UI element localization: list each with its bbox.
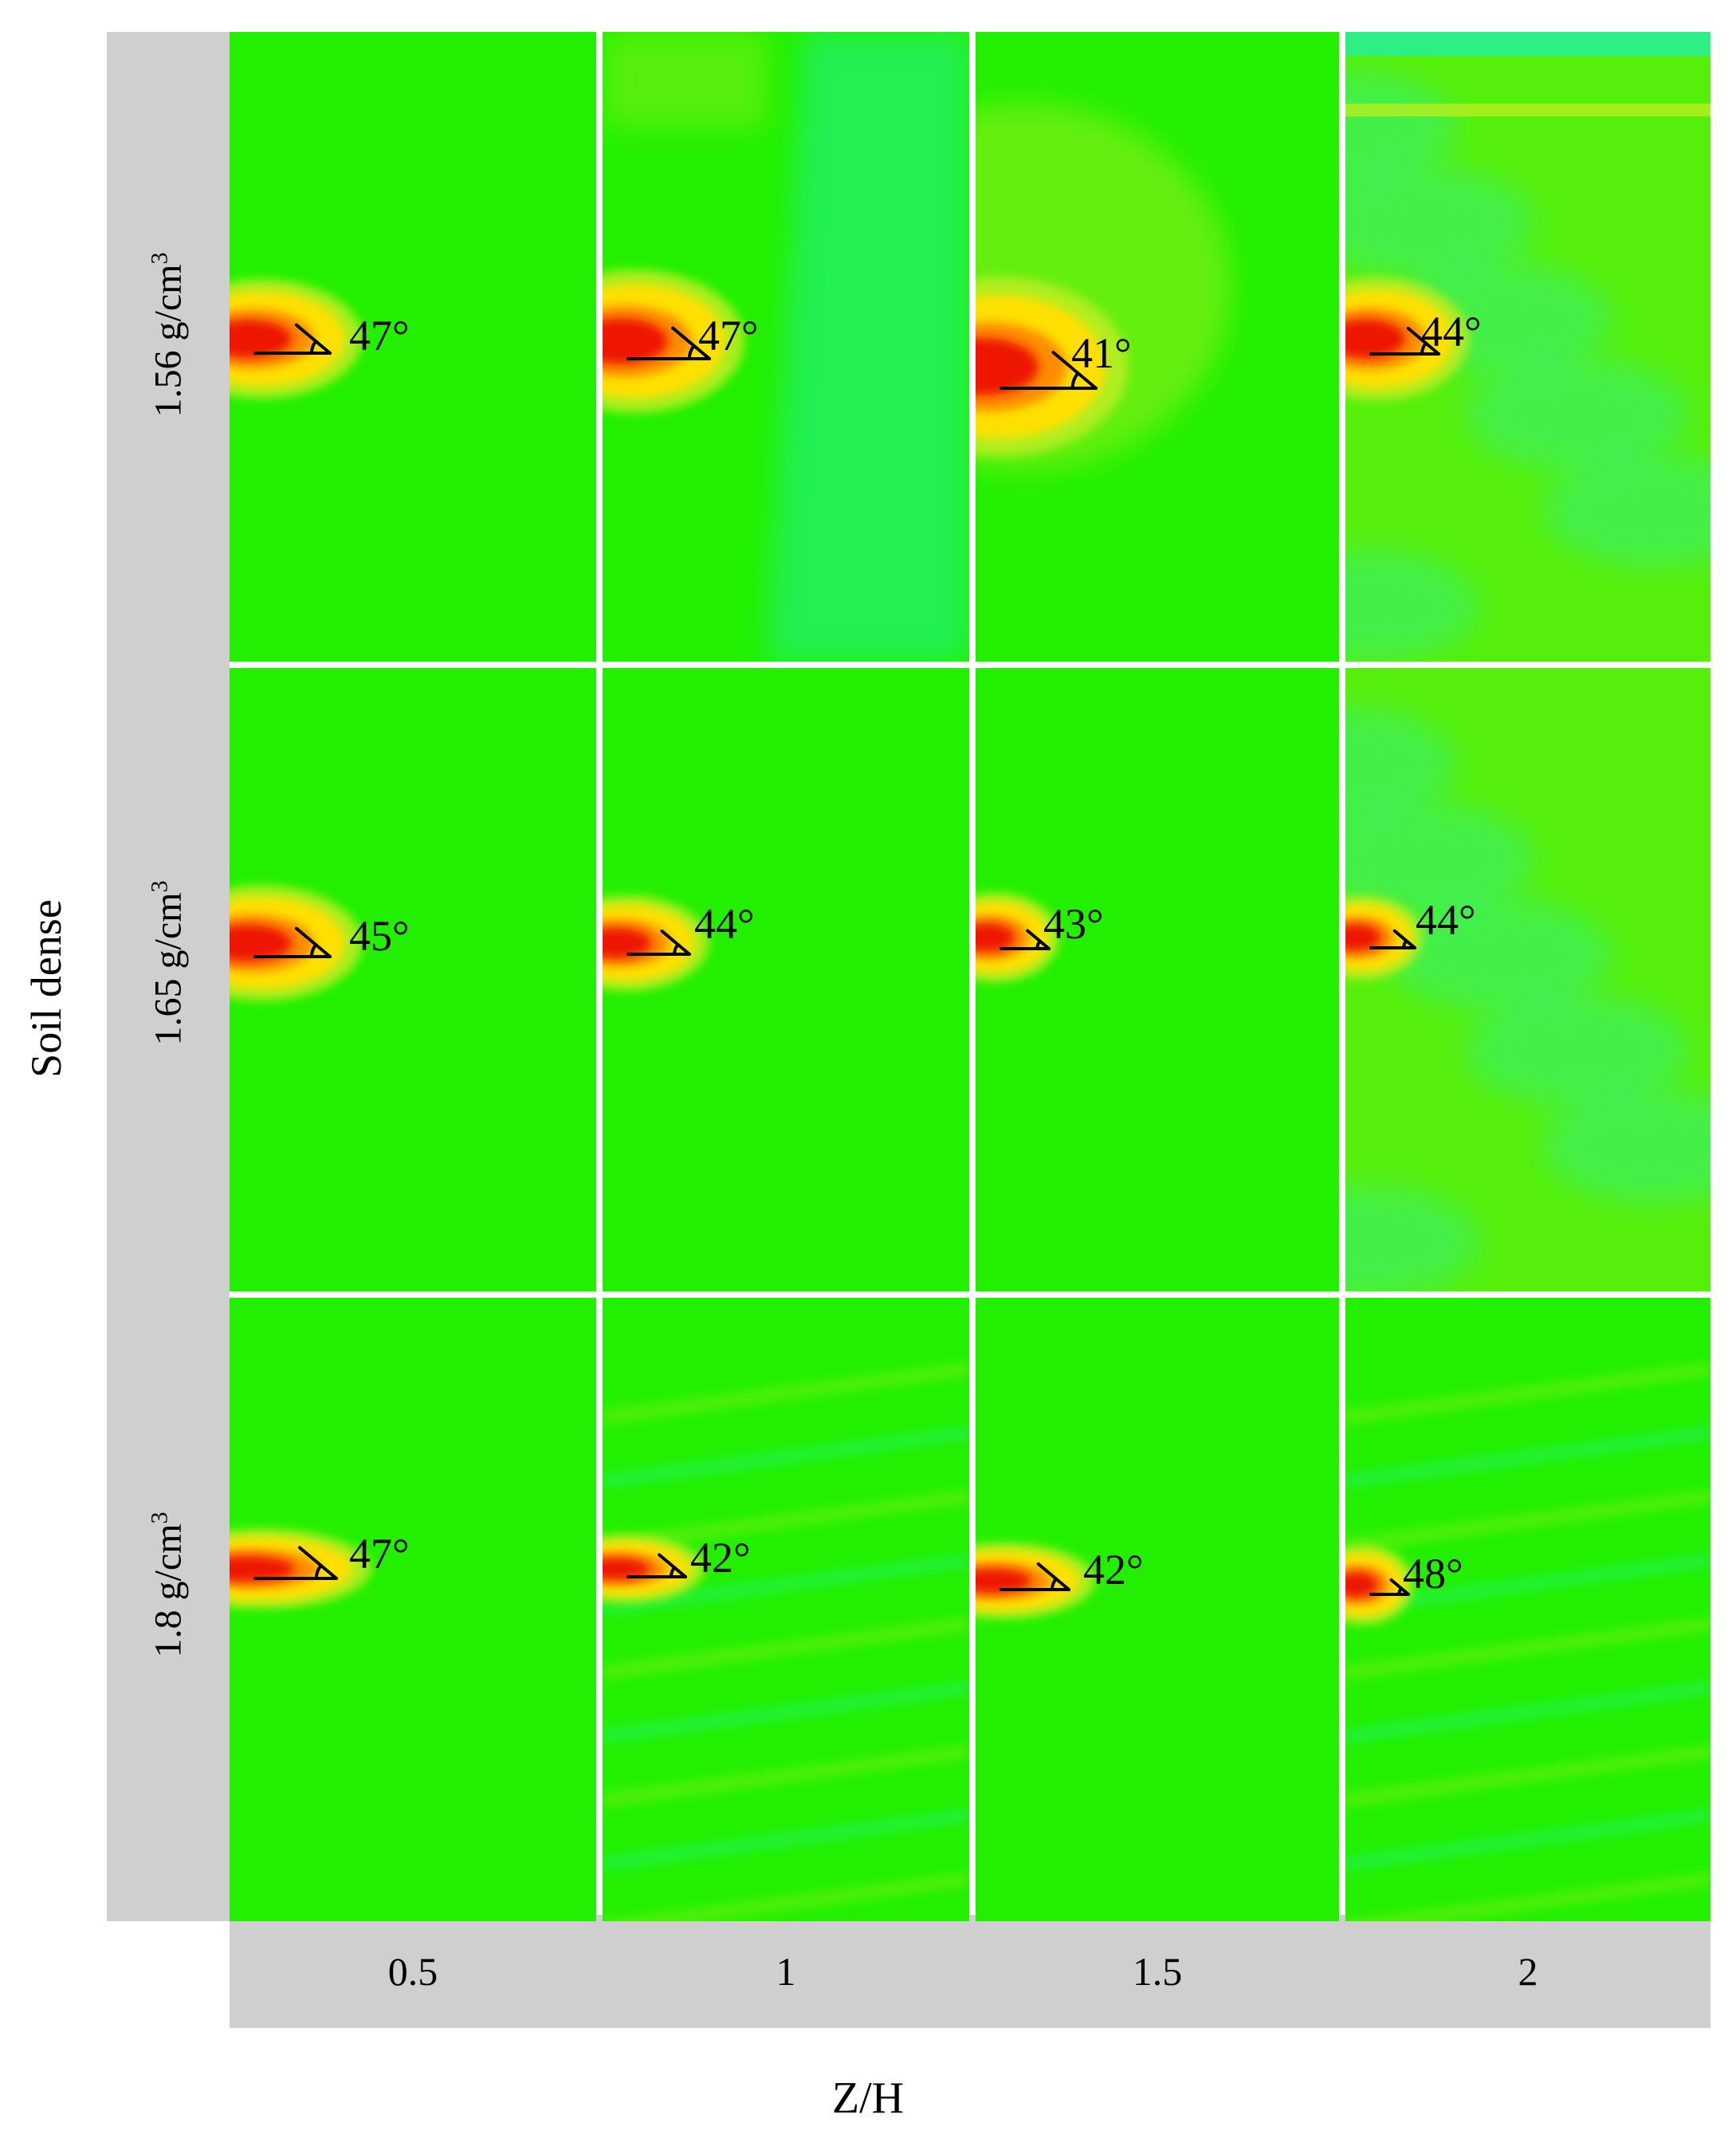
column-label-1: 0.5 <box>387 1949 438 1994</box>
angle-marker <box>1000 351 1098 390</box>
panel-r3-c1: 47° <box>230 1298 596 1921</box>
strain-field-image <box>230 32 596 662</box>
strain-field-image <box>1345 32 1710 662</box>
angle-marker <box>1369 326 1440 356</box>
strain-field-image <box>1345 668 1710 1291</box>
angle-label: 47° <box>698 312 759 360</box>
strain-field-image <box>230 668 596 1291</box>
y-axis-title: Soil dense <box>22 899 70 1078</box>
panel-r1-c2: 47° <box>603 32 969 662</box>
angle-marker <box>253 323 332 355</box>
angle-marker <box>626 930 691 956</box>
panel-r2-c3: 43° <box>976 668 1339 1291</box>
angle-marker <box>253 926 332 958</box>
strain-field-image <box>603 32 969 662</box>
angle-label: 44° <box>694 900 755 948</box>
column-label-strip <box>230 1915 1710 2028</box>
panel-r3-c2: 42° <box>603 1298 969 1921</box>
angle-label: 43° <box>1043 900 1104 948</box>
panel-r2-c2: 44° <box>603 668 969 1291</box>
strain-field-image <box>976 32 1339 662</box>
angle-label: 48° <box>1403 1550 1463 1598</box>
row-label-strip <box>107 32 230 1921</box>
row-label-2: 1.65 g/cm3 <box>146 880 190 1046</box>
panel-r1-c1: 47° <box>230 32 596 662</box>
angle-marker <box>1369 929 1416 949</box>
angle-label: 42° <box>690 1534 751 1582</box>
strain-field-image <box>976 668 1339 1291</box>
strain-field-image <box>976 1298 1339 1921</box>
angle-marker <box>626 326 711 360</box>
angle-label: 45° <box>349 912 410 960</box>
panel-r2-c1: 45° <box>230 668 596 1291</box>
panel-r1-c4: 44° <box>1345 32 1710 662</box>
angle-label: 47° <box>349 1530 410 1578</box>
panel-r3-c4: 48° <box>1345 1298 1710 1921</box>
strain-field-image <box>603 1298 969 1921</box>
row-label-1: 1.56 g/cm3 <box>146 252 190 418</box>
angle-marker <box>626 1553 687 1578</box>
panel-r3-c3: 42° <box>976 1298 1339 1921</box>
angle-label: 41° <box>1071 329 1132 377</box>
angle-marker <box>253 1546 338 1580</box>
strain-field-image <box>230 1298 596 1921</box>
angle-label: 42° <box>1083 1546 1144 1594</box>
panel-r1-c3: 41° <box>976 32 1339 662</box>
row-label-3: 1.8 g/cm3 <box>146 1511 190 1658</box>
column-label-4: 2 <box>1518 1949 1538 1994</box>
column-label-2: 1 <box>776 1949 796 1994</box>
angle-label: 44° <box>1416 896 1476 944</box>
panel-r2-c4: 44° <box>1345 668 1710 1291</box>
column-label-3: 1.5 <box>1132 1949 1183 1994</box>
x-axis-title: Z/H <box>831 2073 905 2123</box>
strain-field-image <box>1345 1298 1710 1921</box>
angle-label: 44° <box>1421 308 1482 356</box>
angle-marker <box>1369 1578 1410 1596</box>
angle-marker <box>1000 929 1051 950</box>
strain-field-image <box>603 668 969 1291</box>
angle-marker <box>1000 1562 1070 1591</box>
angle-label: 47° <box>349 312 410 360</box>
